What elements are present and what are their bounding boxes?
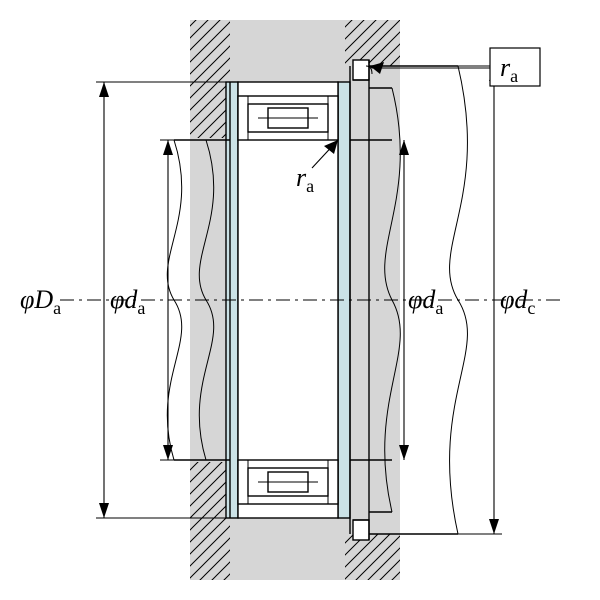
label-da-right: φda xyxy=(408,285,443,318)
label-Da: φDa xyxy=(20,285,61,318)
bearing-section-diagram: φDa φda φda φdc ra ra xyxy=(0,0,600,600)
roller-assy-top xyxy=(238,96,338,140)
roller-assy-bot xyxy=(238,460,338,504)
label-da-left: φda xyxy=(110,285,145,318)
label-dc: φdc xyxy=(500,285,535,318)
